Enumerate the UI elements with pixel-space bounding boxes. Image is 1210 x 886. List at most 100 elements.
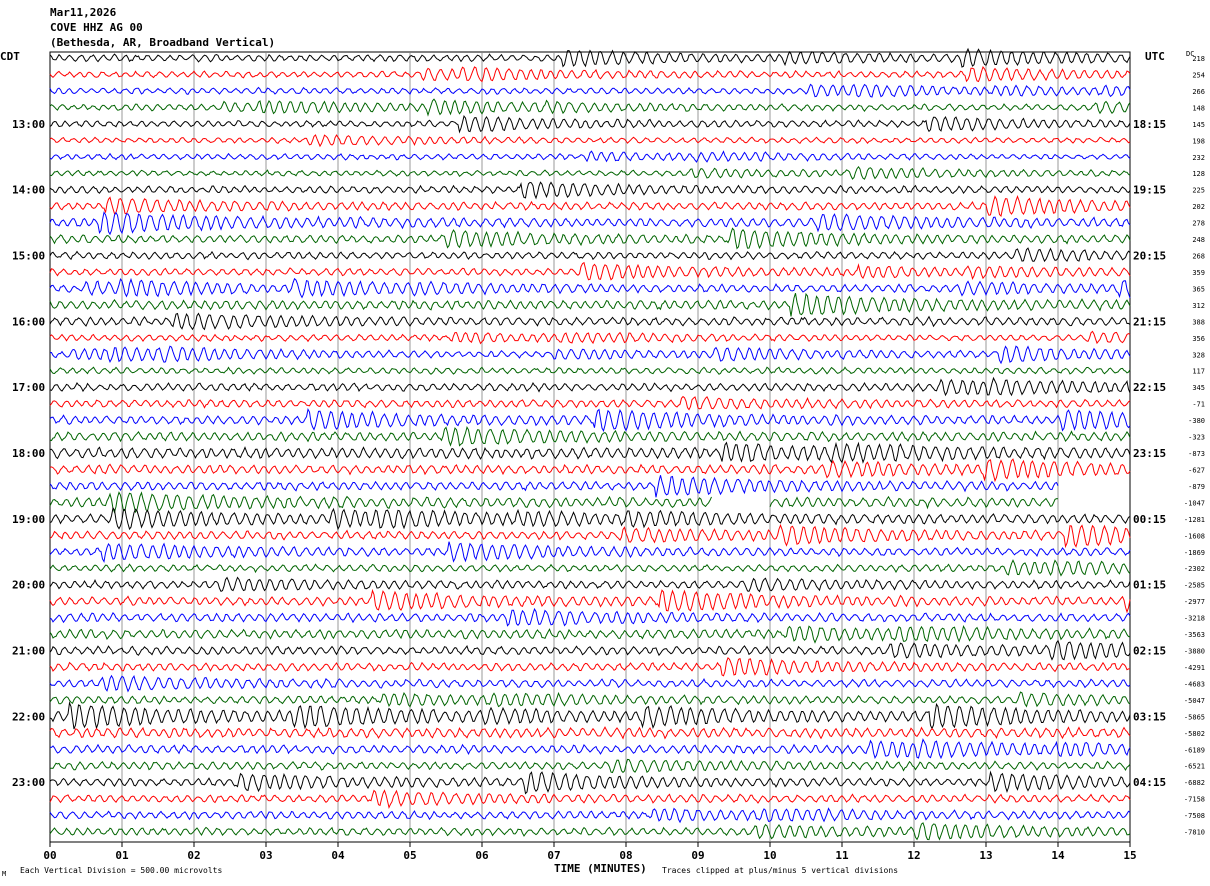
dc-offset-label: -1869: [1184, 549, 1205, 557]
seismic-trace: [49, 475, 1059, 498]
seismic-trace: [49, 65, 1131, 83]
dc-offset-label: -1608: [1184, 532, 1205, 540]
right-hour-label: 21:15: [1133, 315, 1166, 328]
seismic-trace: [49, 83, 1131, 98]
corner-mark: M: [2, 870, 7, 878]
right-hour-label: 19:15: [1133, 184, 1166, 197]
seismic-trace: [49, 523, 1131, 549]
dc-offset-label: -323: [1188, 434, 1205, 442]
right-hour-label: 03:15: [1133, 710, 1166, 723]
dc-offset-label: -1047: [1184, 499, 1205, 507]
x-tick-label: 09: [691, 849, 704, 862]
dc-offset-label: 388: [1192, 318, 1205, 326]
seismic-trace: [49, 277, 1131, 299]
dc-offset-label: -6521: [1184, 763, 1205, 771]
dc-offset-label: -879: [1188, 483, 1205, 491]
dc-offset-label: 218: [1192, 55, 1205, 63]
dc-offset-label: -4683: [1184, 680, 1205, 688]
right-hour-label: 01:15: [1133, 579, 1166, 592]
seismic-trace: [49, 247, 1131, 263]
x-tick-label: 05: [403, 849, 416, 862]
x-axis-title: TIME (MINUTES): [554, 862, 647, 875]
seismic-trace: [49, 607, 1131, 627]
dc-offset-label: -873: [1188, 450, 1205, 458]
seismic-trace: [49, 770, 1131, 795]
dc-offset-label: -3218: [1184, 615, 1205, 623]
dc-offset-label: 117: [1192, 368, 1205, 376]
x-tick-label: 00: [43, 849, 56, 862]
x-tick-label: 04: [331, 849, 345, 862]
right-hour-label: 22:15: [1133, 381, 1166, 394]
dc-offset-label: 128: [1192, 170, 1205, 178]
seismic-trace: [49, 227, 1131, 250]
x-tick-label: 10: [763, 849, 776, 862]
left-hour-label: 22:00: [12, 710, 45, 723]
left-hour-label: 17:00: [12, 381, 45, 394]
dc-offset-label: 278: [1192, 220, 1205, 228]
dc-offset-label: 254: [1192, 71, 1205, 79]
clip-note: Traces clipped at plus/minus 5 vertical …: [662, 866, 899, 875]
dc-offset-label: -2585: [1184, 582, 1205, 590]
right-hour-label: 20:15: [1133, 250, 1166, 263]
left-hour-label: 13:00: [12, 118, 45, 131]
dc-offset-label: 225: [1192, 187, 1205, 195]
seismic-trace: [49, 458, 1131, 483]
right-hour-label: 00:15: [1133, 513, 1166, 526]
seismic-trace: [49, 330, 1131, 345]
seismic-traces: [49, 47, 1131, 841]
dc-offset-label: 198: [1192, 137, 1205, 145]
axis-labels: CDT UTC DC 00 01 02 03 04 05 06 07 08 09 10 11 12 13 1…: [0, 50, 1205, 862]
dc-offset-label: -3563: [1184, 631, 1205, 639]
seismic-trace: [49, 47, 1131, 68]
seismic-trace: [49, 425, 1131, 447]
dc-offset-label: -627: [1188, 466, 1205, 474]
dc-offset-label: 145: [1192, 121, 1205, 129]
location-label: (Bethesda, AR, Broadband Vertical): [50, 36, 276, 49]
x-tick-label: 08: [619, 849, 632, 862]
right-hour-label: 18:15: [1133, 118, 1166, 131]
seismic-trace: [49, 576, 1131, 593]
x-tick-label: 03: [259, 849, 272, 862]
dc-offset-label: -5802: [1184, 730, 1205, 738]
seismic-trace: [49, 292, 1131, 317]
dc-offset-label: -7158: [1184, 796, 1205, 804]
seismic-trace: [49, 789, 1131, 810]
seismic-trace: [49, 195, 1131, 218]
seismic-trace: [49, 691, 1131, 708]
x-tick-label: 11: [835, 849, 849, 862]
dc-offset-label: -7508: [1184, 812, 1205, 820]
left-hour-label: 23:00: [12, 776, 45, 789]
dc-offset-label: -2302: [1184, 565, 1205, 573]
dc-offset-label: 268: [1192, 253, 1205, 261]
seismic-trace: [49, 98, 1131, 117]
dc-offset-label: -6882: [1184, 779, 1205, 787]
seismic-trace: [49, 588, 1131, 614]
scale-note: Each Vertical Division = 500.00 microvol…: [20, 866, 223, 875]
left-hour-label: 15:00: [12, 250, 45, 263]
date-label: Mar11,2026: [50, 6, 117, 19]
seismic-trace: [49, 506, 1131, 531]
seismic-trace: [769, 495, 1059, 510]
seismic-trace: [49, 726, 1131, 740]
seismic-trace: [49, 366, 1131, 375]
dc-label: DC: [1186, 50, 1194, 58]
seismic-trace: [49, 345, 1131, 365]
seismic-trace: [49, 134, 1131, 148]
seismic-trace: [49, 181, 1131, 200]
dc-offset-label: 365: [1192, 285, 1205, 293]
dc-offset-label: -71: [1192, 401, 1205, 409]
dc-offset-label: -6189: [1184, 746, 1205, 754]
right-zone-label: UTC: [1145, 50, 1165, 63]
seismic-trace: [49, 822, 1131, 841]
seismic-trace: [49, 150, 1131, 163]
left-hour-label: 21:00: [12, 645, 45, 658]
seismic-trace: [49, 211, 1131, 236]
dc-offset-label: -5047: [1184, 697, 1205, 705]
dc-offset-label: -380: [1188, 417, 1205, 425]
x-tick-label: 14: [1051, 849, 1065, 862]
dc-offset-label: 312: [1192, 302, 1205, 310]
left-hour-label: 16:00: [12, 315, 45, 328]
seismic-trace: [49, 261, 1131, 281]
x-tick-label: 02: [187, 849, 200, 862]
